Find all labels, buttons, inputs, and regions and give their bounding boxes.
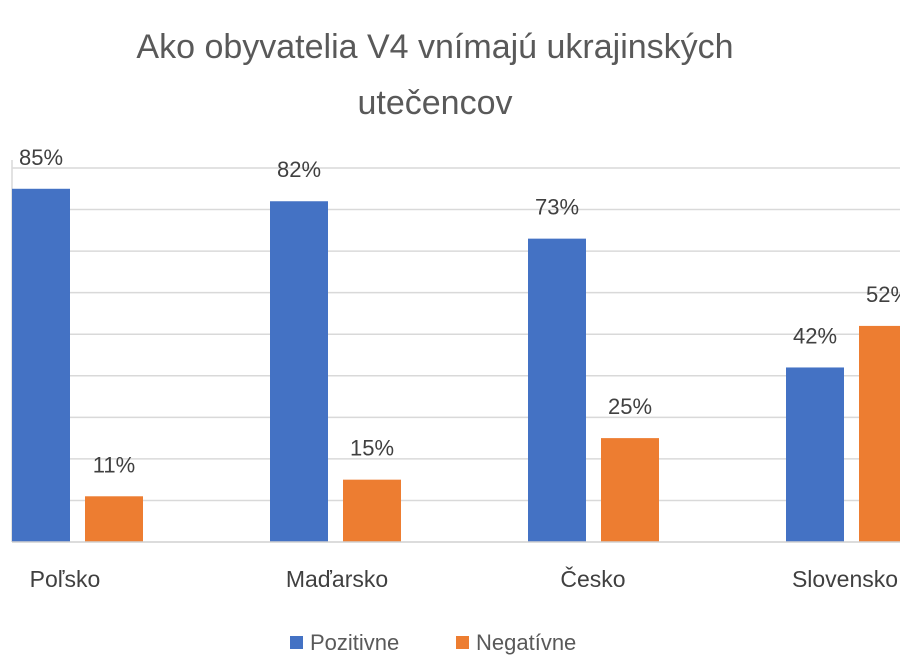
bar-pozitivne-0: [12, 189, 70, 542]
bar-negatívne-1: [343, 480, 401, 542]
legend-label-negativne: Negatívne: [476, 630, 576, 655]
category-label: Slovensko: [792, 566, 898, 592]
data-label: 25%: [608, 394, 652, 419]
chart-title-line-1: Ako obyvatelia V4 vnímajú ukrajinských: [136, 28, 733, 66]
bar-pozitivne-1: [270, 201, 328, 542]
data-labels: 85% 11% 82% 15% 73% 25% 42% 52%: [19, 145, 900, 478]
bar-negatívne-3: [859, 326, 900, 542]
bar-negatívne-2: [601, 438, 659, 542]
gridlines: [12, 160, 900, 542]
legend: Pozitivne Negatívne: [290, 630, 576, 655]
data-label: 85%: [19, 145, 63, 170]
data-label: 42%: [793, 323, 837, 348]
bar-pozitivne-3: [786, 367, 844, 542]
bars: [12, 189, 900, 542]
data-label: 82%: [277, 157, 321, 182]
data-label: 52%: [866, 282, 900, 307]
bar-negatívne-0: [85, 496, 143, 542]
category-label: Poľsko: [30, 566, 101, 592]
data-label: 15%: [350, 436, 394, 461]
legend-swatch-pozitivne: [290, 636, 303, 649]
legend-label-pozitivne: Pozitivne: [310, 630, 399, 655]
bar-pozitivne-2: [528, 239, 586, 542]
data-label: 73%: [535, 195, 579, 220]
data-label: 11%: [93, 452, 135, 477]
category-labels: Poľsko Maďarsko Česko Slovensko: [30, 565, 898, 592]
legend-swatch-negativne: [456, 636, 469, 649]
category-label: Česko: [560, 565, 625, 592]
category-label: Maďarsko: [286, 566, 388, 592]
chart-title-line-2: utečencov: [358, 84, 513, 122]
